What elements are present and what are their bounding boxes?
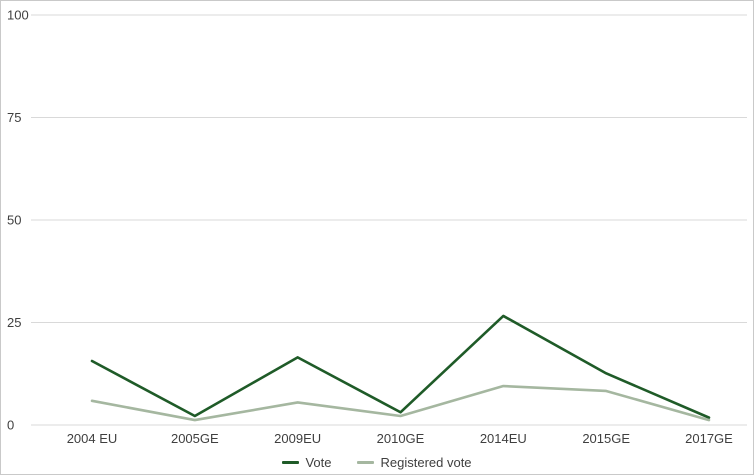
x-axis-tick-label: 2010GE <box>377 431 425 446</box>
registered-vote-line <box>90 384 711 422</box>
y-axis-tick-label: 75 <box>7 110 21 125</box>
x-axis-tick-label: 2014EU <box>480 431 527 446</box>
vote-line <box>90 314 711 419</box>
x-axis-tick-label: 2005GE <box>171 431 219 446</box>
x-axis-tick-label: 2009EU <box>274 431 321 446</box>
y-axis-tick-label: 25 <box>7 315 21 330</box>
y-axis-tick-label: 0 <box>7 418 14 433</box>
x-axis-tick-label: 2017GE <box>685 431 733 446</box>
y-axis-tick-label: 100 <box>7 8 29 23</box>
y-axis-tick-label: 50 <box>7 213 21 228</box>
x-axis-tick-label: 2015GE <box>582 431 630 446</box>
x-axis-tick-label: 2004 EU <box>67 431 118 446</box>
